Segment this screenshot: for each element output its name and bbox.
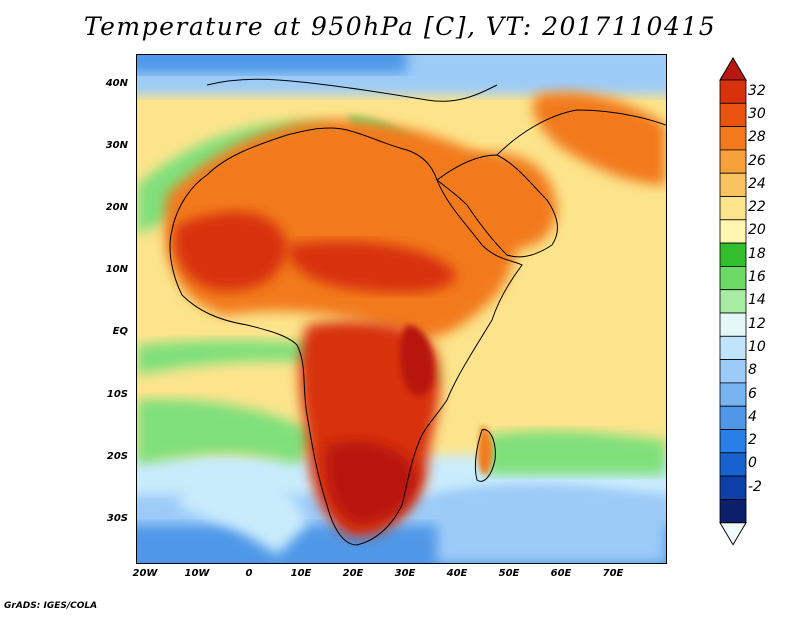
arabia-coastline bbox=[436, 154, 558, 258]
colorbar-tick-label: 26 bbox=[748, 152, 766, 169]
lat-label: 10N bbox=[105, 264, 128, 275]
colorbar-swatch bbox=[719, 452, 747, 477]
colorbar-tick-label: 32 bbox=[748, 82, 766, 99]
colorbar-swatch bbox=[719, 359, 747, 384]
grads-credit: GrADS: IGES/COLA bbox=[4, 601, 98, 611]
field-kalahari bbox=[325, 441, 417, 525]
colorbar-tick-label: 8 bbox=[748, 362, 757, 379]
colorbar-swatch bbox=[719, 312, 747, 337]
lon-label: 50E bbox=[498, 568, 520, 579]
field-arabia bbox=[460, 152, 557, 249]
colorbar-swatch bbox=[719, 498, 747, 524]
colorbar-tick-label: 22 bbox=[748, 199, 766, 216]
lon-label: 20W bbox=[132, 568, 158, 579]
colorbar-tick-label: -2 bbox=[748, 478, 762, 495]
lat-label: 40N bbox=[105, 78, 128, 89]
lat-label: 30N bbox=[105, 140, 128, 151]
madagascar-coastline bbox=[474, 429, 496, 482]
field-green-southeast bbox=[487, 430, 666, 475]
colorbar-swatch bbox=[719, 126, 747, 151]
field-agulhas bbox=[437, 483, 666, 563]
lon-label: 70E bbox=[602, 568, 624, 579]
colorbar-swatch bbox=[719, 242, 747, 267]
lat-label: EQ bbox=[112, 326, 128, 337]
chart-title: Temperature at 950hPa [C], VT: 201711041… bbox=[83, 12, 717, 41]
africa-coastline bbox=[169, 127, 523, 546]
lon-label: 40E bbox=[446, 568, 468, 579]
colorbar-tick-label: 20 bbox=[748, 222, 766, 239]
field-madagascar bbox=[477, 425, 493, 475]
colorbar-tick-label: 10 bbox=[748, 338, 766, 355]
field-sahel-band bbox=[287, 241, 457, 293]
colorbar-tick-label: 2 bbox=[748, 432, 757, 449]
colorbar-tick-label: 16 bbox=[748, 269, 766, 286]
colorbar-swatch bbox=[719, 335, 747, 360]
map-frame bbox=[136, 54, 667, 564]
lat-label: 20S bbox=[106, 451, 128, 462]
lat-label: 20N bbox=[105, 202, 128, 213]
lon-label: 30E bbox=[394, 568, 416, 579]
colorbar-swatch bbox=[719, 172, 747, 197]
colorbar-min-arrow bbox=[719, 522, 747, 546]
colorbar-swatch bbox=[719, 382, 747, 407]
colorbar-tick-label: 18 bbox=[748, 245, 766, 262]
colorbar-swatch bbox=[719, 149, 747, 174]
colorbar-tick-label: 0 bbox=[748, 455, 757, 472]
colorbar-swatch bbox=[719, 219, 747, 244]
lon-label: 20E bbox=[342, 568, 364, 579]
colorbar-swatch bbox=[719, 405, 747, 430]
colorbar-tick-label: 4 bbox=[748, 408, 757, 425]
field-west-sahel bbox=[174, 211, 287, 291]
colorbar-tick-label: 14 bbox=[748, 292, 766, 309]
colorbar bbox=[719, 57, 747, 546]
europe-coastline bbox=[206, 78, 498, 102]
colorbar-tick-label: 24 bbox=[748, 175, 766, 192]
colorbar-swatch bbox=[719, 429, 747, 454]
colorbar-swatch bbox=[719, 79, 747, 104]
field-great-lakes bbox=[400, 325, 434, 396]
lon-label: 10E bbox=[290, 568, 312, 579]
colorbar-tick-label: 30 bbox=[748, 105, 766, 122]
temperature-map bbox=[137, 55, 666, 563]
colorbar-tick-label: 28 bbox=[748, 129, 766, 146]
field-green-southwest bbox=[137, 399, 317, 465]
colorbar-tick-label: 6 bbox=[748, 385, 757, 402]
lat-label: 10S bbox=[106, 389, 128, 400]
colorbar-swatch bbox=[719, 265, 747, 291]
lon-label: 60E bbox=[550, 568, 572, 579]
field-north-cold bbox=[137, 55, 407, 73]
asia-coastline bbox=[496, 109, 666, 156]
colorbar-swatch bbox=[719, 289, 747, 314]
lon-label: 10W bbox=[184, 568, 210, 579]
colorbar-swatch bbox=[719, 475, 747, 500]
colorbar-swatch bbox=[719, 196, 747, 221]
lon-label: 0 bbox=[245, 568, 253, 579]
colorbar-tick-label: 12 bbox=[748, 315, 766, 332]
colorbar-max-arrow bbox=[719, 57, 747, 81]
lat-label: 30S bbox=[106, 513, 128, 524]
field-benguela bbox=[177, 462, 307, 555]
colorbar-swatch bbox=[719, 102, 747, 127]
